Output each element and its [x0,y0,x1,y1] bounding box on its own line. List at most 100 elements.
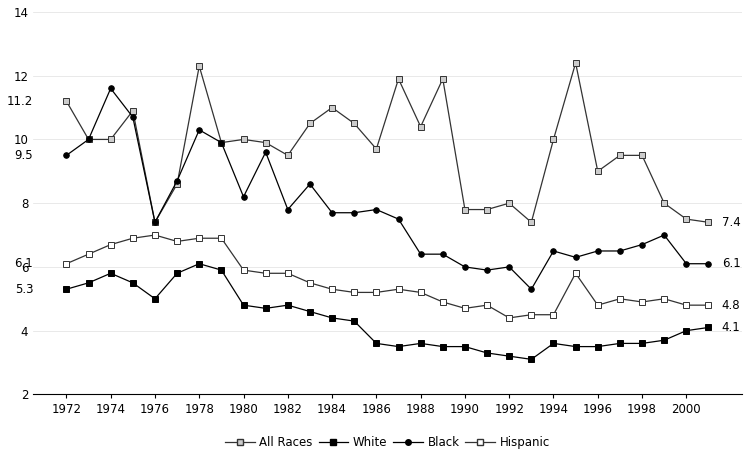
White [682,328,691,334]
Black [682,261,691,267]
All Races [571,60,580,66]
Hispanic [483,303,492,308]
Black [460,264,469,270]
White [394,344,403,349]
White [527,357,536,362]
All Races [62,98,71,104]
Legend: All Races, White, Black, Hispanic: All Races, White, Black, Hispanic [220,431,554,454]
White [150,296,159,302]
Black [283,207,292,212]
Hispanic [217,236,226,241]
All Races [283,152,292,158]
White [306,309,315,314]
Black [483,268,492,273]
White [128,280,137,286]
All Races [615,152,624,158]
All Races [217,140,226,145]
Line: White: White [64,261,711,362]
Hispanic [372,290,381,295]
White [173,271,182,276]
White [483,350,492,356]
Hispanic [593,303,602,308]
White [239,303,248,308]
Hispanic [62,261,71,267]
Black [150,220,159,225]
White [704,325,713,330]
All Races [372,146,381,152]
Hispanic [150,233,159,238]
Black [659,233,668,238]
Black [327,210,336,216]
Black [261,149,270,155]
Black [62,152,71,158]
All Races [704,220,713,225]
Hispanic [682,303,691,308]
Hispanic [261,271,270,276]
Black [571,255,580,260]
Hispanic [704,303,713,308]
White [327,315,336,321]
Hispanic [439,299,448,305]
White [571,344,580,349]
Line: Hispanic: Hispanic [64,232,711,321]
All Races [261,140,270,145]
Black [173,178,182,183]
All Races [416,124,425,129]
White [217,268,226,273]
All Races [549,136,558,142]
Black [106,86,115,91]
Hispanic [239,268,248,273]
Hispanic [394,287,403,292]
Hispanic [173,239,182,244]
White [505,354,514,359]
Text: 6.1: 6.1 [14,257,33,270]
Text: 6.1: 6.1 [722,257,740,270]
Hispanic [106,242,115,248]
Black [615,248,624,254]
Black [306,182,315,187]
All Races [239,136,248,142]
White [416,341,425,346]
White [372,341,381,346]
Hispanic [84,252,93,257]
All Races [682,217,691,222]
Black [372,207,381,212]
All Races [505,201,514,206]
Black [84,136,93,142]
White [62,287,71,292]
Black [505,264,514,270]
Hispanic [195,236,204,241]
Black [239,194,248,200]
Text: 4.1: 4.1 [722,321,740,334]
Hispanic [505,315,514,321]
Black [195,127,204,132]
Line: All Races: All Races [64,60,711,225]
Black [128,114,137,120]
White [615,341,624,346]
All Races [173,182,182,187]
Black [394,217,403,222]
All Races [593,168,602,174]
Line: Black: Black [64,86,711,292]
Hispanic [638,299,647,305]
Text: 9.5: 9.5 [14,149,33,162]
White [84,280,93,286]
Text: 11.2: 11.2 [7,95,33,108]
Text: 7.4: 7.4 [722,216,740,229]
White [460,344,469,349]
All Races [638,152,647,158]
Black [416,252,425,257]
White [659,338,668,343]
White [439,344,448,349]
Hispanic [659,296,668,302]
Black [527,287,536,292]
All Races [483,207,492,212]
All Races [128,108,137,113]
Hispanic [571,271,580,276]
White [638,341,647,346]
Text: 4.8: 4.8 [722,298,740,312]
Black [549,248,558,254]
Hispanic [283,271,292,276]
Black [439,252,448,257]
White [195,261,204,267]
